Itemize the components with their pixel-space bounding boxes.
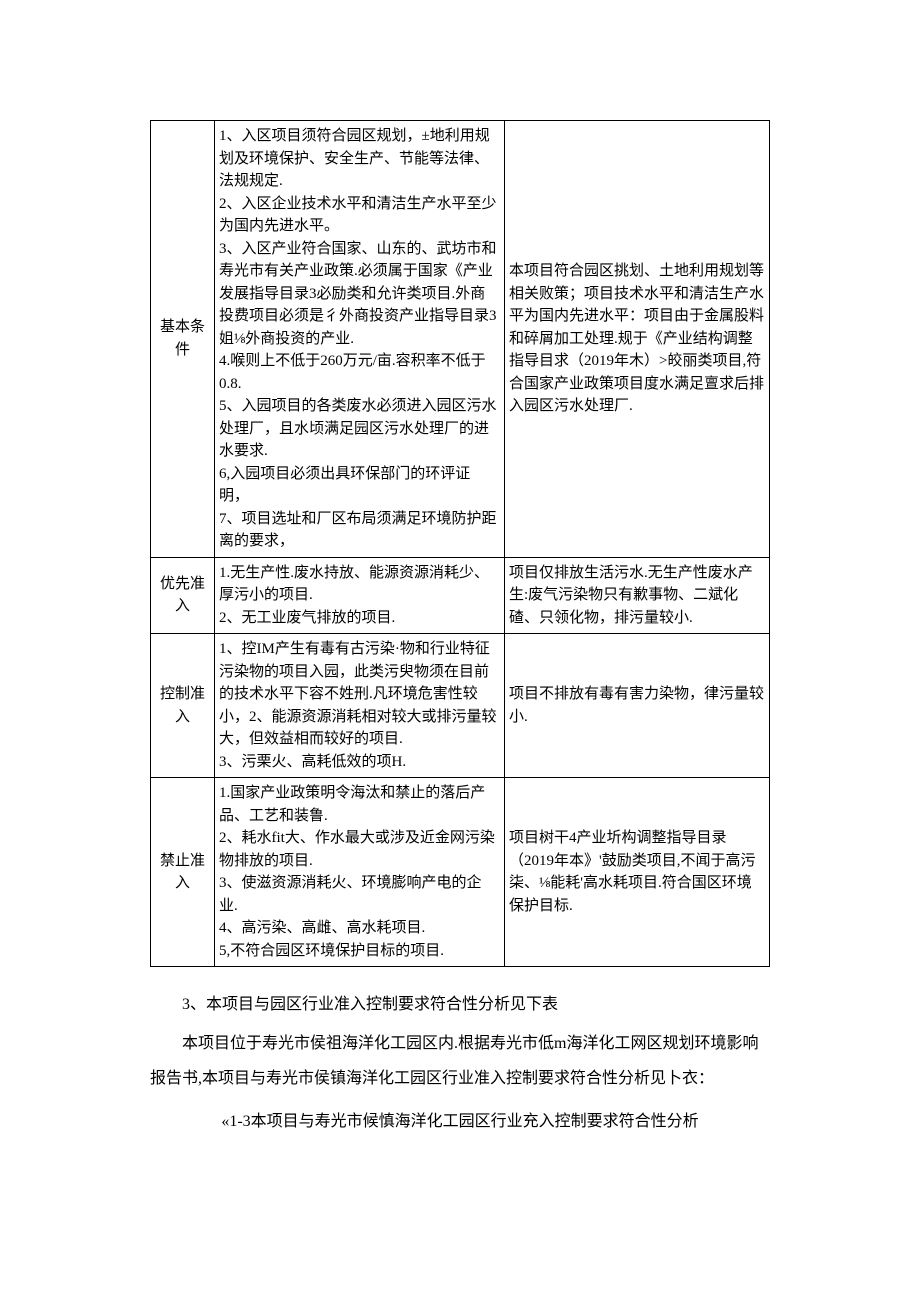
row-requirements: 1.无生产性.废水持放、能源资源消耗少、厚污小的项目.2、无工业废气排放的项目.	[215, 557, 505, 634]
row-analysis: 项目树干4产业圻构调整指导目录（2019年本》'鼓励类项目,不闻于高污柒、⅛能耗…	[505, 778, 770, 967]
table-row: 优先准入 1.无生产性.废水持放、能源资源消耗少、厚污小的项目.2、无工业废气排…	[151, 557, 770, 634]
compliance-table: 基本条件 1、入区项目须符合园区规划，±地利用规划及环境保护、安全生产、节能等法…	[150, 120, 770, 967]
row-label: 控制准入	[151, 634, 215, 778]
table-caption: «1-3本项目与寿光市候慎海洋化工园区行业充入控制要求符合性分析	[150, 1109, 770, 1135]
paragraph-body: 本项目位于寿光市侯祖海洋化工园区内.根据寿光市低m海洋化工网区规划环境影响报告书…	[150, 1026, 770, 1096]
table-row: 控制准入 1、控IM产生有毒有古污染·物和行业特征污染物的项目入园，此类污臾物须…	[151, 634, 770, 778]
row-requirements: 1、控IM产生有毒有古污染·物和行业特征污染物的项目入园，此类污臾物须在目前的技…	[215, 634, 505, 778]
row-analysis: 项目不排放有毒有害力染物，律污量较小.	[505, 634, 770, 778]
row-requirements: 1、入区项目须符合园区规划，±地利用规划及环境保护、安全生产、节能等法律、法规规…	[215, 121, 505, 558]
row-label: 禁止准入	[151, 778, 215, 967]
row-label: 基本条件	[151, 121, 215, 558]
row-label: 优先准入	[151, 557, 215, 634]
row-requirements: 1.国家产业政策明令海汰和禁止的落后产品、工艺和装鲁.2、耗水fit大、作水最大…	[215, 778, 505, 967]
paragraph-numbered: 3、本项目与园区行业准入控制要求符合性分析见下表	[150, 987, 770, 1022]
table-row: 基本条件 1、入区项目须符合园区规划，±地利用规划及环境保护、安全生产、节能等法…	[151, 121, 770, 558]
row-analysis: 项目仅排放生活污水.无生产性废水产生:废气污染物只有歉事物、二斌化碴、只领化物，…	[505, 557, 770, 634]
row-analysis: 本项目符合园区挑划、土地利用规划等相关败策；项目技术水平和清洁生产水平为国内先进…	[505, 121, 770, 558]
table-row: 禁止准入 1.国家产业政策明令海汰和禁止的落后产品、工艺和装鲁.2、耗水fit大…	[151, 778, 770, 967]
